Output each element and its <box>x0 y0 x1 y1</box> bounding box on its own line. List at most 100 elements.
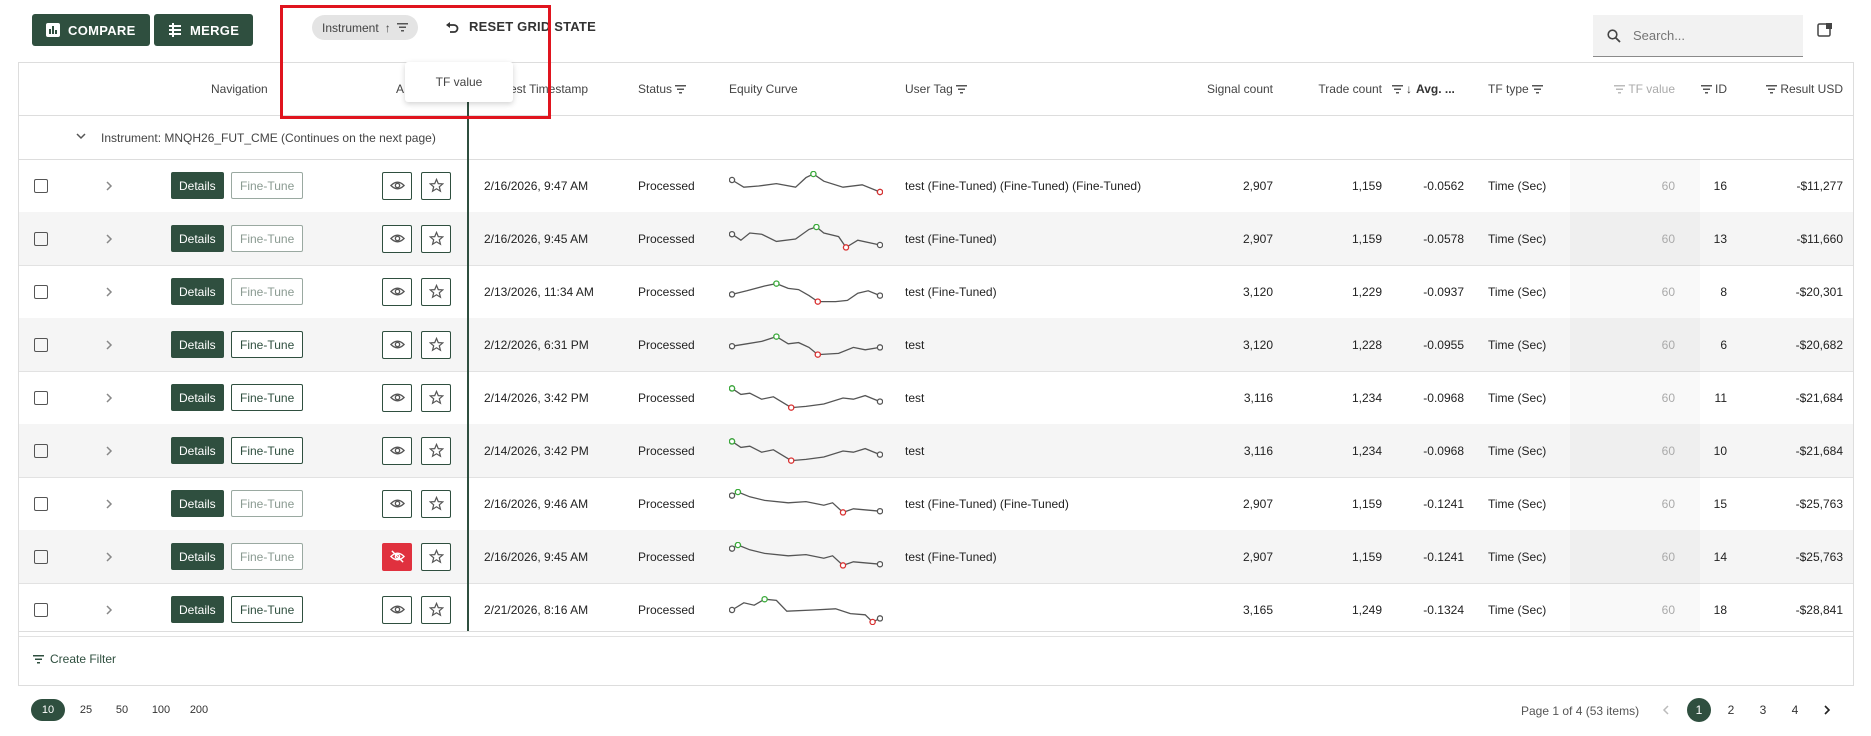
next-page-button[interactable] <box>1815 698 1839 722</box>
chevron-right-icon[interactable] <box>103 318 115 371</box>
col-header-timestamp[interactable]: est Timestamp <box>510 63 588 115</box>
eye-icon[interactable] <box>382 383 412 412</box>
star-icon[interactable] <box>421 595 451 624</box>
group-chip-instrument[interactable]: Instrument ↑ <box>312 15 418 40</box>
details-button[interactable]: Details <box>171 384 224 411</box>
filter-icon[interactable] <box>1614 84 1626 95</box>
fine-tune-button[interactable]: Fine-Tune <box>231 596 304 623</box>
col-header-navigation[interactable]: Navigation <box>211 63 268 115</box>
row-select-checkbox[interactable] <box>34 583 48 636</box>
chevron-right-icon[interactable] <box>103 530 115 583</box>
eye-icon[interactable] <box>382 171 412 200</box>
star-icon[interactable] <box>421 542 451 571</box>
group-row[interactable]: Instrument: MNQH26_FUT_CME (Continues on… <box>19 116 1853 160</box>
table-row[interactable]: Details Fine-Tune 2/16/2026, 9:45 AM Proces… <box>19 530 1853 584</box>
eye-icon[interactable] <box>382 436 412 465</box>
page-size-option[interactable]: 100 <box>151 704 171 716</box>
details-button[interactable]: Details <box>171 278 224 305</box>
filter-icon[interactable] <box>955 84 967 95</box>
reset-grid-button[interactable]: RESET GRID STATE <box>445 19 596 34</box>
chevron-right-icon[interactable] <box>103 371 115 424</box>
col-header-tf-value[interactable]: TF value <box>1579 63 1675 115</box>
column-menu-item-tf-value[interactable]: TF value <box>435 75 483 89</box>
details-button[interactable]: Details <box>171 490 224 517</box>
merge-button[interactable]: MERGE <box>154 14 254 46</box>
filter-icon[interactable] <box>1766 84 1778 95</box>
column-menu-popup[interactable]: TF value <box>405 62 513 102</box>
table-row[interactable]: Details Fine-Tune 2/13/2026, 11:34 AM Proce… <box>19 265 1853 319</box>
details-button[interactable]: Details <box>171 596 224 623</box>
star-icon[interactable] <box>421 277 451 306</box>
page-size-option[interactable]: 50 <box>115 704 129 716</box>
eye-icon[interactable] <box>382 330 412 359</box>
eye-icon[interactable] <box>382 224 412 253</box>
table-row[interactable]: Details Fine-Tune 2/14/2026, 3:42 PM Proces… <box>19 424 1853 478</box>
fine-tune-button[interactable]: Fine-Tune <box>231 278 304 305</box>
fine-tune-button[interactable]: Fine-Tune <box>231 225 304 252</box>
filter-icon[interactable] <box>396 22 408 33</box>
row-select-checkbox[interactable] <box>34 159 48 212</box>
page-number-button[interactable]: 1 <box>1687 698 1711 722</box>
page-number-button[interactable]: 3 <box>1759 703 1767 717</box>
compare-button[interactable]: COMPARE <box>32 14 150 46</box>
row-select-checkbox[interactable] <box>34 318 48 371</box>
filter-icon[interactable] <box>1531 84 1543 95</box>
fine-tune-button[interactable]: Fine-Tune <box>231 437 304 464</box>
details-button[interactable]: Details <box>171 331 224 358</box>
col-header-trade-count[interactable]: Trade count <box>1279 63 1382 115</box>
table-row[interactable]: Details Fine-Tune 2/16/2026, 9:46 AM Proces… <box>19 477 1853 531</box>
row-select-checkbox[interactable] <box>34 371 48 424</box>
arrow-up-icon[interactable]: ↑ <box>384 20 391 35</box>
fine-tune-button[interactable]: Fine-Tune <box>231 384 304 411</box>
search-box[interactable] <box>1593 15 1803 57</box>
col-header-id[interactable]: ID <box>1679 63 1727 115</box>
row-select-checkbox[interactable] <box>34 212 48 265</box>
eye-off-icon[interactable] <box>382 542 412 571</box>
table-row[interactable]: Details Fine-Tune 2/16/2026, 9:47 AM Proces… <box>19 159 1853 213</box>
chevron-down-icon[interactable] <box>75 130 89 145</box>
fine-tune-button[interactable]: Fine-Tune <box>231 172 304 199</box>
filter-icon[interactable] <box>1701 84 1712 95</box>
col-header-result[interactable]: Result USD <box>1731 63 1843 115</box>
details-button[interactable]: Details <box>171 225 224 252</box>
row-select-checkbox[interactable] <box>34 424 48 477</box>
row-select-checkbox[interactable] <box>34 265 48 318</box>
fine-tune-button[interactable]: Fine-Tune <box>231 543 304 570</box>
details-button[interactable]: Details <box>171 437 224 464</box>
details-button[interactable]: Details <box>171 543 224 570</box>
row-select-checkbox[interactable] <box>34 530 48 583</box>
page-size-option[interactable]: 25 <box>79 704 93 716</box>
chevron-right-icon[interactable] <box>103 265 115 318</box>
search-input[interactable] <box>1631 27 1785 44</box>
col-header-equity[interactable]: Equity Curve <box>729 63 798 115</box>
chevron-right-icon[interactable] <box>103 424 115 477</box>
table-row[interactable]: Details Fine-Tune 2/12/2026, 6:31 PM Proces… <box>19 318 1853 372</box>
page-size-option[interactable]: 10 <box>31 699 65 721</box>
page-size-option[interactable]: 200 <box>189 704 209 716</box>
eye-icon[interactable] <box>382 277 412 306</box>
star-icon[interactable] <box>421 224 451 253</box>
col-header-user-tag[interactable]: User Tag <box>905 63 970 115</box>
table-row[interactable]: Details Fine-Tune 2/16/2026, 9:45 AM Proces… <box>19 212 1853 266</box>
star-icon[interactable] <box>421 489 451 518</box>
col-header-actions[interactable]: A <box>396 63 404 115</box>
eye-icon[interactable] <box>382 489 412 518</box>
page-number-button[interactable]: 4 <box>1791 703 1799 717</box>
chevron-right-icon[interactable] <box>103 212 115 265</box>
table-row[interactable]: Details Fine-Tune 2/21/2026, 8:16 AM Proces… <box>19 583 1853 637</box>
star-icon[interactable] <box>421 436 451 465</box>
table-row[interactable]: Details Fine-Tune 2/14/2026, 3:42 PM Proces… <box>19 371 1853 425</box>
chevron-right-icon[interactable] <box>103 477 115 530</box>
fine-tune-button[interactable]: Fine-Tune <box>231 490 304 517</box>
details-button[interactable]: Details <box>171 172 224 199</box>
export-icon[interactable] <box>1817 22 1833 38</box>
chevron-right-icon[interactable] <box>103 583 115 636</box>
col-header-signal-count[interactable]: Signal count <box>1149 63 1273 115</box>
filter-icon[interactable] <box>1392 84 1403 95</box>
row-select-checkbox[interactable] <box>34 477 48 530</box>
col-header-status[interactable]: Status <box>638 63 689 115</box>
chevron-right-icon[interactable] <box>103 159 115 212</box>
col-header-tf-type[interactable]: TF type <box>1488 63 1546 115</box>
filter-icon[interactable] <box>675 84 687 95</box>
eye-icon[interactable] <box>382 595 412 624</box>
